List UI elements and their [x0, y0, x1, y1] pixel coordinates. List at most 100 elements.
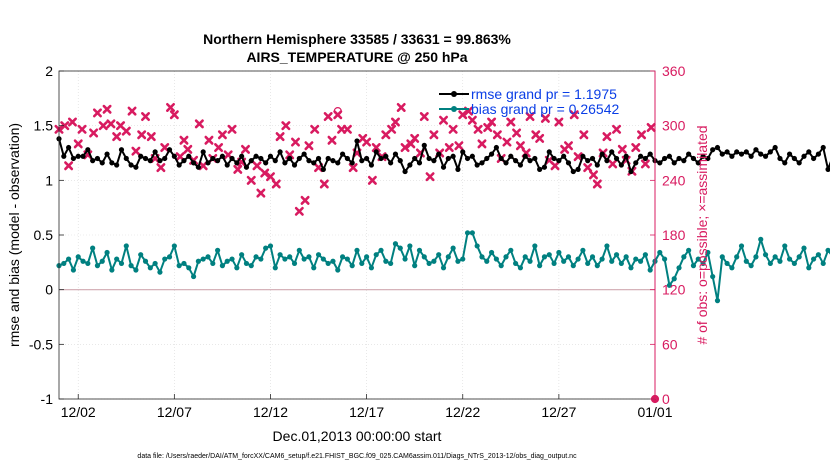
rmse-point	[618, 162, 624, 168]
rmse-point	[522, 153, 528, 159]
rmse-point	[791, 155, 797, 162]
rmse-point	[700, 153, 706, 159]
rmse-point	[498, 155, 504, 162]
rmse-point	[628, 168, 634, 175]
bias-point	[479, 254, 485, 260]
obs-assimilated-marker	[444, 143, 454, 153]
bias-point	[287, 254, 293, 260]
y-tick-label-left: 1.5	[34, 118, 54, 134]
bias-point	[186, 265, 192, 271]
bias-point	[806, 265, 812, 271]
rmse-point	[99, 160, 105, 166]
rmse-point	[138, 153, 144, 159]
obs-assimilated-marker	[290, 137, 300, 147]
bias-point	[681, 254, 687, 260]
y-tick-label-left: 0	[45, 282, 53, 298]
obs-assimilated-marker	[73, 139, 83, 149]
rmse-point	[147, 158, 153, 164]
bias-point	[440, 265, 447, 271]
x-tick-label: 12/07	[157, 404, 192, 420]
bias-point	[85, 260, 91, 267]
bias-point	[695, 256, 701, 262]
bias-point	[791, 260, 797, 267]
bias-point	[378, 247, 384, 253]
rmse-point	[359, 158, 365, 164]
rmse-point	[642, 155, 648, 162]
bias-point	[138, 252, 144, 258]
rmse-point	[585, 158, 591, 164]
obs-assimilated-marker	[502, 137, 512, 147]
obs-assimilated-marker	[367, 175, 377, 185]
bias-point	[825, 247, 830, 253]
bias-point	[152, 260, 158, 267]
bias-point	[464, 230, 471, 236]
obs-assimilated-marker	[327, 135, 337, 145]
obs-assimilated-marker	[275, 132, 285, 142]
bias-point	[291, 260, 298, 267]
bias-point	[705, 249, 711, 256]
rmse-point	[724, 149, 730, 155]
rmse-point	[714, 144, 721, 151]
obs-assimilated-marker	[233, 164, 243, 174]
obs-assimilated-marker	[579, 130, 589, 140]
rmse-point	[330, 158, 336, 164]
bias-point	[758, 236, 764, 242]
bias-point	[349, 263, 355, 269]
rmse-point	[306, 158, 312, 164]
bias-point	[671, 276, 677, 282]
bias-point	[575, 256, 581, 262]
rmse-point	[580, 153, 586, 159]
rmse-point	[806, 149, 812, 155]
rmse-point	[219, 153, 226, 159]
bias-point	[75, 254, 81, 260]
rmse-point	[157, 158, 163, 164]
rmse-point	[200, 149, 206, 155]
bias-point	[301, 256, 307, 262]
obs-assimilated-marker	[588, 170, 598, 180]
obs-assimilated-marker	[410, 133, 420, 143]
rmse-point	[277, 149, 283, 155]
bias-point	[133, 267, 139, 273]
bias-point	[162, 256, 168, 262]
rmse-point	[565, 160, 572, 166]
bias-point	[407, 243, 413, 249]
bias-point	[460, 256, 466, 262]
obs-assimilated-marker	[419, 112, 429, 122]
bias-point	[263, 245, 269, 251]
rmse-point	[710, 147, 716, 153]
rmse-point	[551, 155, 557, 162]
obs-assimilated-marker	[294, 206, 304, 216]
bias-point	[248, 263, 254, 269]
rmse-point	[734, 149, 740, 155]
rmse-point	[171, 153, 177, 159]
bias-point	[354, 247, 360, 253]
bias-point	[157, 269, 163, 275]
obs-assimilated-marker	[310, 124, 320, 134]
bias-point	[714, 298, 721, 304]
rmse-point	[412, 155, 418, 162]
bias-point	[412, 263, 418, 269]
rmse-point	[719, 151, 725, 157]
bias-point	[118, 260, 125, 267]
x-axis-label: Dec.01,2013 00:00:00 start	[273, 428, 442, 444]
bias-point	[710, 273, 716, 280]
bias-point	[618, 260, 624, 267]
y-tick-label-right: 120	[662, 282, 686, 298]
bias-point	[66, 256, 72, 262]
rmse-point	[335, 160, 341, 166]
rmse-point	[647, 151, 653, 157]
bias-point	[219, 263, 226, 269]
rmse-point	[666, 153, 673, 159]
obs-assimilated-marker	[458, 110, 468, 120]
obs-assimilated-marker	[554, 117, 564, 127]
rmse-point	[234, 160, 240, 166]
rmse-point	[599, 151, 605, 157]
rmse-point	[676, 155, 682, 162]
obs-assimilated-marker	[396, 102, 406, 112]
obs-assimilated-marker	[131, 146, 141, 156]
rmse-point	[532, 155, 538, 162]
rmse-point	[796, 160, 802, 166]
rmse-point	[662, 155, 668, 162]
bias-point	[123, 243, 129, 249]
y-tick-label-left: 2	[45, 63, 53, 79]
